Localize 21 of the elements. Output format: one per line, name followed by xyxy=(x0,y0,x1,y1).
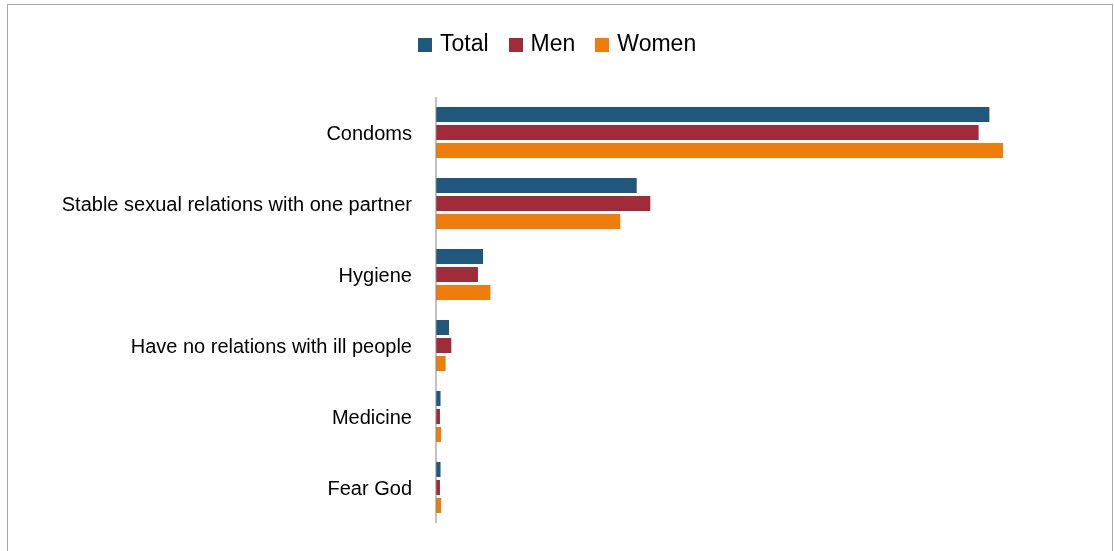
y-tick-label: Stable sexual relations with one partner xyxy=(61,192,413,215)
y-tick-label: Fear God xyxy=(327,476,412,499)
bar xyxy=(436,107,990,122)
bar xyxy=(436,214,621,229)
y-tick-label: Medicine xyxy=(331,405,412,428)
bar xyxy=(436,196,651,211)
y-tick-label: Have no relations with ill people xyxy=(130,334,412,357)
bar xyxy=(436,356,446,371)
bar xyxy=(436,178,637,193)
bar xyxy=(436,125,979,140)
bar xyxy=(436,338,452,353)
legend-label: Men xyxy=(530,30,576,56)
y-tick-label: Condoms xyxy=(326,121,412,144)
bar xyxy=(436,267,478,282)
bar xyxy=(436,143,1003,158)
bar xyxy=(436,320,450,335)
bar xyxy=(436,249,484,264)
y-tick-label: Hygiene xyxy=(338,263,412,286)
legend-label: Women xyxy=(617,30,697,56)
legend-label: Total xyxy=(440,30,489,56)
bar xyxy=(436,285,491,300)
